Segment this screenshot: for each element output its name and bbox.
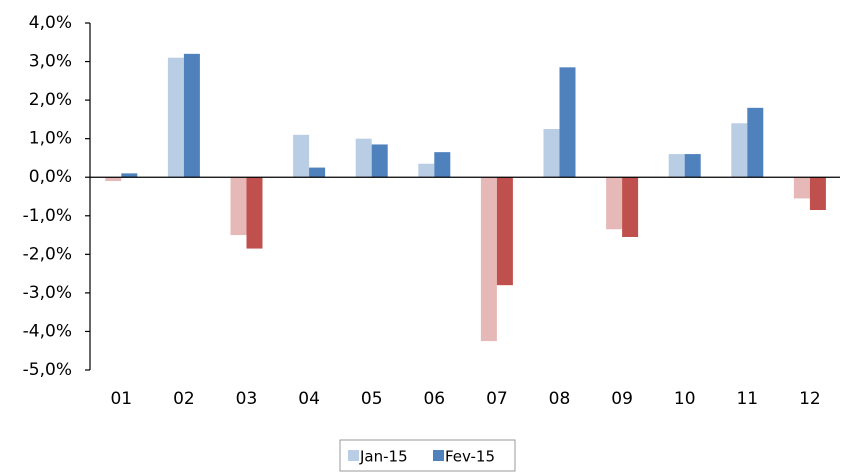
legend-swatch [348, 450, 359, 461]
y-tick-label: 3,0% [29, 52, 72, 72]
bar [121, 173, 138, 178]
x-tick-label: 04 [298, 389, 320, 409]
bar [105, 177, 122, 182]
legend-box [339, 439, 516, 472]
legend-label: Fev-15 [445, 448, 495, 466]
bar [230, 177, 247, 236]
x-tick-label: 08 [549, 389, 571, 409]
bar [183, 53, 200, 178]
y-tick-label: -5,0% [23, 360, 72, 380]
x-tick-label: 07 [486, 389, 508, 409]
bar [480, 177, 497, 342]
bar [371, 144, 388, 178]
y-tick-label: -1,0% [23, 206, 72, 226]
bar [809, 177, 826, 210]
x-tick-label: 10 [674, 389, 696, 409]
bar [355, 138, 372, 178]
bar [496, 177, 513, 286]
y-tick-label: 1,0% [29, 129, 72, 149]
y-tick-label: 0,0% [29, 167, 72, 187]
bar [668, 154, 685, 178]
bar [293, 134, 310, 178]
bar [622, 177, 639, 237]
x-tick-label: 03 [236, 389, 258, 409]
bar [246, 177, 263, 249]
x-tick-label: 01 [110, 389, 132, 409]
y-tick-label: 4,0% [29, 13, 72, 33]
bar [747, 107, 764, 178]
bar [793, 177, 810, 199]
y-tick-label: 2,0% [29, 90, 72, 110]
y-tick-label: -4,0% [23, 321, 72, 341]
bar [606, 177, 623, 230]
bar [684, 154, 701, 178]
bar [309, 167, 326, 178]
x-tick-label: 12 [799, 389, 821, 409]
x-tick-label: 02 [173, 389, 195, 409]
bar [731, 123, 748, 178]
bar [543, 129, 560, 178]
legend-swatch [433, 450, 444, 461]
x-tick-label: 11 [736, 389, 758, 409]
x-tick-label: 09 [611, 389, 633, 409]
legend-label: Jan-15 [359, 448, 408, 466]
bar [559, 67, 576, 178]
x-tick-label: 05 [361, 389, 383, 409]
bar [167, 57, 184, 178]
y-tick-label: -2,0% [23, 244, 72, 264]
bar [434, 152, 451, 178]
x-tick-label: 06 [423, 389, 445, 409]
y-tick-label: -3,0% [23, 283, 72, 303]
bar [418, 163, 435, 178]
